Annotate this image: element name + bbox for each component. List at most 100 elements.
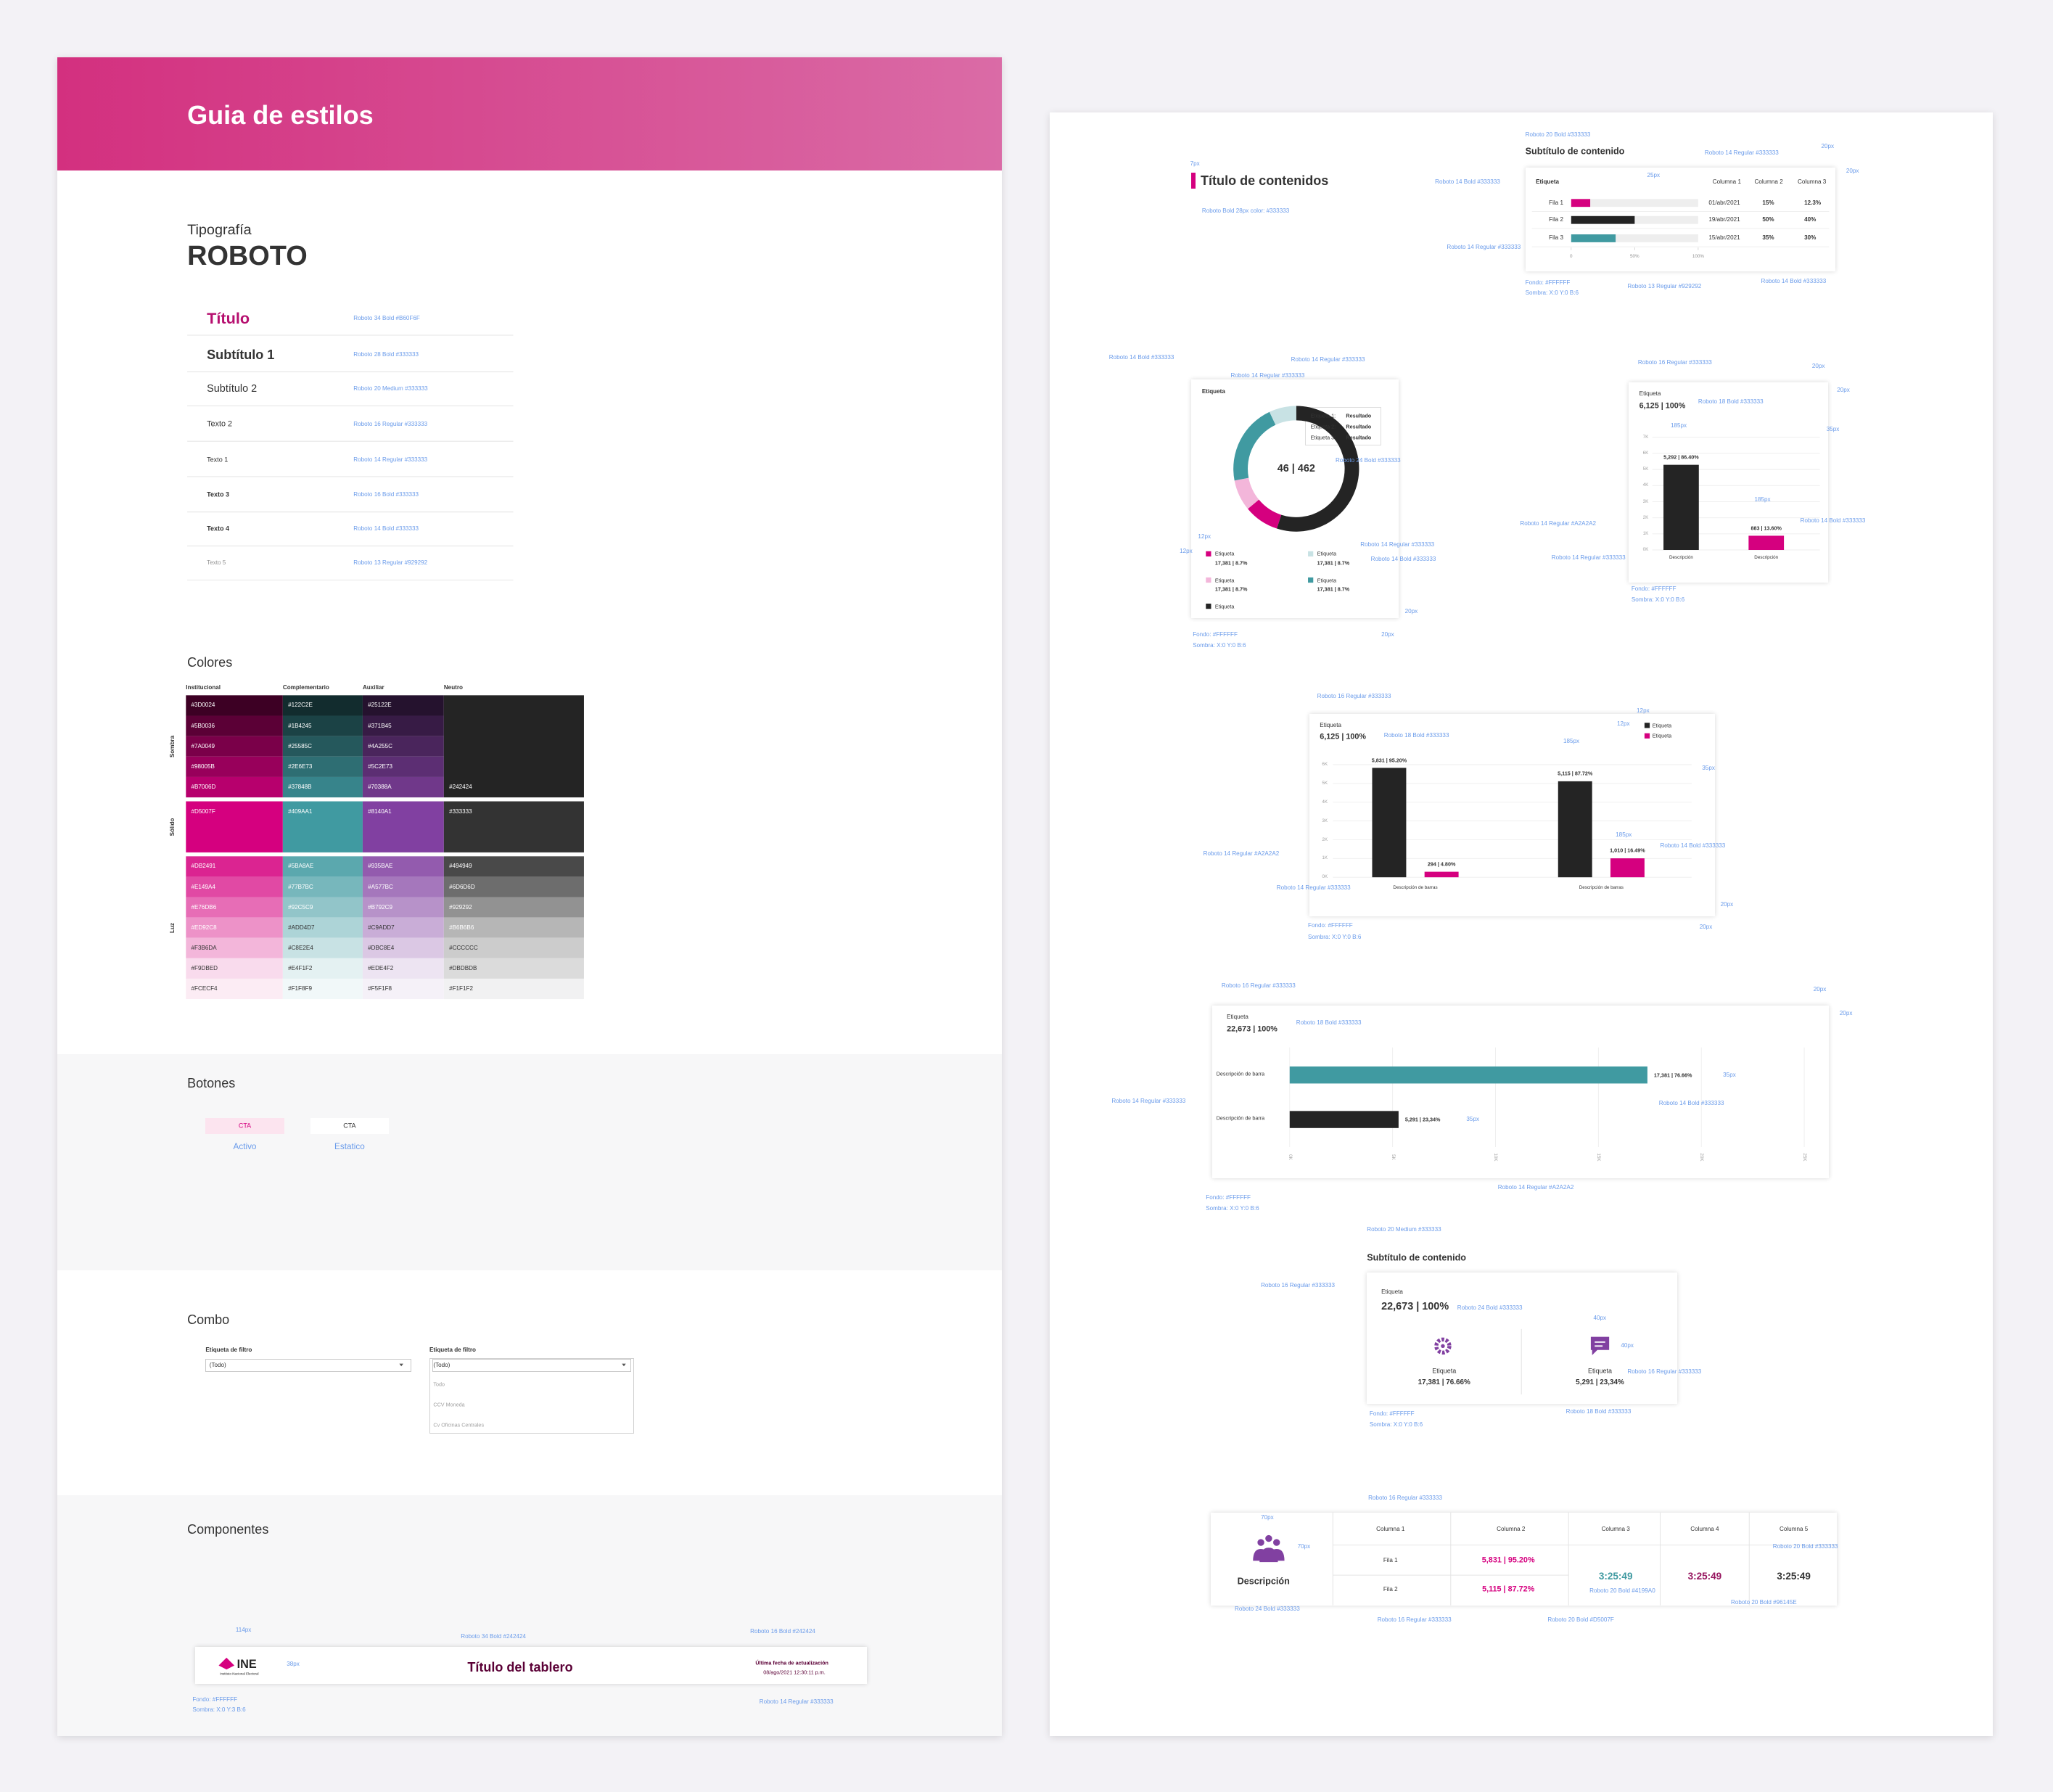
type-sample: Texto 3 bbox=[207, 490, 230, 498]
annotation: 185px bbox=[1616, 831, 1632, 839]
annotation: Fondo: #FFFFFF bbox=[1525, 279, 1571, 286]
annotation: 20px bbox=[1699, 923, 1713, 930]
card-label: Etiqueta bbox=[1639, 390, 1661, 398]
cell: 5,831 | 95.20% bbox=[1481, 1555, 1535, 1565]
type-sample: Texto 1 bbox=[207, 455, 229, 463]
column-header: Columna 5 bbox=[1780, 1525, 1809, 1532]
content-title: Título de contenidos bbox=[1201, 173, 1329, 189]
card-total: 6,125 | 100% bbox=[1320, 732, 1367, 741]
swatch bbox=[282, 937, 363, 958]
swatch-code: #70388A bbox=[368, 784, 392, 790]
tooltip-key: Etiqueta 1: bbox=[1310, 412, 1336, 419]
swatch-code: #5BA8AE bbox=[288, 863, 314, 870]
swatch bbox=[362, 756, 444, 777]
annotation: Sombra: X:0 Y:0 B:6 bbox=[1631, 596, 1685, 603]
annotation: Roboto 18 Bold #333333 bbox=[1566, 1407, 1632, 1415]
swatch bbox=[362, 917, 444, 938]
annotation: Roboto 20 Bold #96145E bbox=[1731, 1599, 1797, 1606]
button[interactable] bbox=[310, 1118, 390, 1134]
title-bar bbox=[1191, 173, 1196, 189]
row-label: Fila 2 bbox=[1549, 216, 1563, 223]
button-label: CTA bbox=[238, 1122, 252, 1130]
swatch bbox=[362, 978, 444, 1000]
font-name: ROBOTO bbox=[187, 240, 308, 271]
button[interactable] bbox=[205, 1118, 284, 1134]
swatch bbox=[282, 756, 363, 777]
card-total: 22,673 | 100% bbox=[1381, 1301, 1449, 1313]
x-tick-label: 5K bbox=[1390, 1154, 1396, 1161]
swatch-code: #4A255C bbox=[368, 742, 392, 749]
card-total: 6,125 | 100% bbox=[1639, 401, 1686, 411]
annotation: 35px bbox=[1826, 425, 1840, 432]
swatch-code: #25122E bbox=[368, 702, 392, 709]
annotation: Roboto 14 Bold #333333 bbox=[1108, 353, 1174, 361]
annotation: 70px bbox=[1261, 1513, 1274, 1521]
annotation: Fondo: #FFFFFF bbox=[1369, 1410, 1415, 1418]
annotation: 20px bbox=[1846, 168, 1859, 175]
bar bbox=[1571, 199, 1591, 207]
swatch-code: #DB2491 bbox=[191, 863, 216, 870]
swatch bbox=[186, 876, 283, 897]
annotation: 20px bbox=[1813, 986, 1827, 993]
swatch-code: #8140A1 bbox=[368, 807, 392, 815]
swatch-code: #F9DBED bbox=[191, 964, 218, 971]
type-sample: Texto 2 bbox=[207, 419, 233, 429]
annotation: Roboto 20 Bold #333333 bbox=[1525, 131, 1591, 138]
annotation: 35px bbox=[1702, 765, 1715, 772]
logo-sub: Instituto Nacional Electoral bbox=[220, 1672, 259, 1677]
swatch bbox=[443, 856, 584, 877]
tooltip-value: Resultado bbox=[1346, 423, 1372, 430]
annotation: Roboto 14 Bold #333333 bbox=[1800, 517, 1866, 525]
annotation: 38px bbox=[287, 1660, 300, 1667]
annotation: Sombra: X:0 Y:0 B:6 bbox=[1193, 641, 1246, 649]
group-label: Sólido bbox=[169, 818, 176, 837]
swatch bbox=[186, 917, 283, 938]
swatch-code: #122C2E bbox=[288, 702, 313, 709]
select[interactable] bbox=[205, 1358, 411, 1372]
column-header: Columna 3 bbox=[1601, 1525, 1630, 1532]
button-state: Estatico bbox=[334, 1142, 365, 1152]
row-label: Fila 2 bbox=[1383, 1586, 1398, 1593]
annotation: 35px bbox=[1723, 1071, 1736, 1078]
column-header: Neutro bbox=[443, 683, 463, 691]
type-spec: Roboto 34 Bold #B60F6F bbox=[353, 314, 420, 321]
section-heading: Combo bbox=[187, 1312, 230, 1328]
swatch-code: #371B45 bbox=[368, 722, 392, 729]
type-sample: Título bbox=[207, 308, 250, 327]
annotation: Sombra: X:0 Y:0 B:6 bbox=[1369, 1421, 1423, 1428]
donut-segment bbox=[1277, 406, 1359, 532]
swatch bbox=[186, 958, 283, 979]
y-tick-label: 0K bbox=[1642, 546, 1649, 552]
swatch-code: #F1F8F9 bbox=[288, 985, 312, 992]
people-icon-head bbox=[1265, 1534, 1272, 1542]
legend-label: Etiqueta bbox=[1214, 550, 1235, 557]
select[interactable] bbox=[432, 1358, 631, 1372]
page-title: Guia de estilos bbox=[187, 99, 374, 130]
annotation: Roboto 14 Regular #333333 bbox=[1551, 554, 1626, 561]
annotation: Roboto 20 Bold #333333 bbox=[1772, 1542, 1838, 1550]
y-tick-label: 3K bbox=[1322, 818, 1328, 823]
annotation: 20px bbox=[1404, 607, 1418, 615]
legend-swatch bbox=[1206, 577, 1211, 583]
x-tick-label: 50% bbox=[1630, 253, 1639, 259]
swatch bbox=[282, 897, 363, 918]
type-spec: Roboto 20 Medium #333333 bbox=[353, 385, 428, 392]
value-label: 35% bbox=[1762, 234, 1774, 242]
value-label: 883 | 13.60% bbox=[1750, 525, 1782, 532]
y-tick-label: 1K bbox=[1642, 530, 1649, 536]
category-label: Descripción bbox=[1754, 554, 1779, 560]
value-label: 1,010 | 16.49% bbox=[1610, 847, 1645, 854]
annotation: 114px bbox=[235, 1626, 252, 1633]
bar bbox=[1748, 535, 1785, 551]
legend-value: 17,381 | 8.7% bbox=[1317, 559, 1350, 567]
swatch-code: #333333 bbox=[449, 807, 472, 815]
swatch-code: #B792C9 bbox=[368, 903, 392, 911]
annotation: Roboto 14 Bold #333333 bbox=[1761, 277, 1827, 284]
y-tick-label: 6K bbox=[1642, 450, 1649, 456]
time-cell: 3:25:49 bbox=[1598, 1571, 1633, 1582]
swatch-code: #E4F1F2 bbox=[288, 964, 313, 971]
annotation: Roboto 16 Regular #333333 bbox=[1377, 1616, 1452, 1623]
column-header: Columna 3 bbox=[1798, 178, 1827, 185]
swatch bbox=[443, 958, 584, 979]
category-label: Descripción de barras bbox=[1393, 884, 1438, 890]
